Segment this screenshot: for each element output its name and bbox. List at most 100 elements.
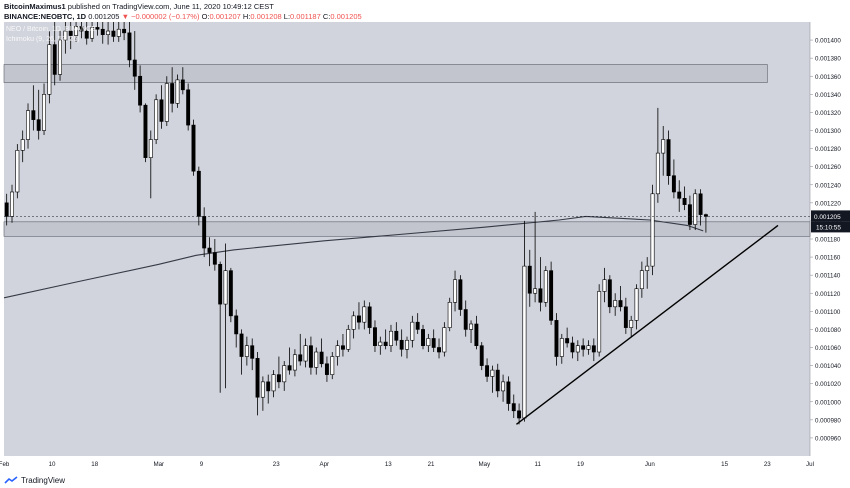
candle[interactable]: [538, 257, 543, 312]
candle[interactable]: [175, 74, 180, 108]
candle[interactable]: [244, 336, 249, 366]
candle[interactable]: [212, 239, 217, 271]
candle[interactable]: [340, 333, 345, 357]
candle[interactable]: [677, 180, 682, 212]
candle[interactable]: [575, 340, 580, 362]
candle[interactable]: [191, 119, 196, 176]
candle[interactable]: [511, 394, 516, 419]
candle[interactable]: [602, 267, 607, 303]
candle[interactable]: [47, 31, 52, 104]
footer-brand[interactable]: TradingView: [21, 476, 66, 485]
candle[interactable]: [196, 166, 201, 226]
ascending-trendline[interactable]: [516, 224, 779, 425]
candle[interactable]: [693, 189, 698, 230]
candle[interactable]: [143, 103, 148, 163]
time-axis[interactable]: Feb 10 18 Mar 9 23 Apr 13 21 May 11 19 Jun 15 23 Jul: [0, 461, 814, 468]
candle[interactable]: [68, 22, 73, 50]
candle[interactable]: [4, 193, 9, 226]
candle[interactable]: [79, 22, 84, 39]
candle[interactable]: [698, 189, 703, 226]
candle[interactable]: [527, 249, 532, 307]
candle[interactable]: [682, 186, 687, 211]
candle[interactable]: [357, 302, 361, 330]
candle[interactable]: [394, 322, 399, 346]
candle[interactable]: [116, 22, 121, 42]
candle[interactable]: [308, 336, 313, 375]
candle[interactable]: [570, 336, 575, 359]
candle[interactable]: [645, 257, 650, 289]
candle[interactable]: [180, 67, 185, 95]
zone-rect[interactable]: [3, 64, 768, 83]
candle[interactable]: [453, 270, 457, 312]
publisher-name[interactable]: BitcoinMaximus1: [4, 2, 66, 11]
candle[interactable]: [447, 297, 452, 332]
candle[interactable]: [42, 83, 46, 136]
candle[interactable]: [255, 352, 260, 416]
candle[interactable]: [543, 266, 548, 307]
candle[interactable]: [426, 333, 431, 353]
candle[interactable]: [95, 22, 100, 36]
candle[interactable]: [671, 159, 676, 199]
candle[interactable]: [501, 374, 506, 402]
candle[interactable]: [234, 309, 239, 348]
legend-symbol[interactable]: NEO / Bitcoin, 1D, BINANCE: [6, 26, 96, 33]
candle[interactable]: [106, 22, 111, 45]
candle[interactable]: [437, 338, 441, 359]
candle[interactable]: [533, 211, 538, 303]
candle[interactable]: [324, 356, 329, 382]
candle[interactable]: [639, 261, 644, 298]
candle[interactable]: [655, 107, 660, 203]
candle[interactable]: [159, 85, 164, 129]
candle[interactable]: [282, 361, 287, 391]
legend-indicator[interactable]: Ichimoku (9, 26, 52, 26): [6, 36, 80, 43]
candle[interactable]: [170, 67, 175, 113]
candle[interactable]: [474, 315, 479, 350]
candle[interactable]: [479, 342, 484, 371]
candle[interactable]: [26, 103, 30, 149]
candle[interactable]: [362, 300, 367, 330]
candle[interactable]: [661, 125, 666, 176]
candle[interactable]: [239, 329, 244, 375]
trendline-layer[interactable]: [516, 224, 779, 425]
candle[interactable]: [490, 365, 495, 393]
candle[interactable]: [415, 313, 420, 334]
candle[interactable]: [164, 76, 169, 126]
candle[interactable]: [271, 370, 276, 398]
candle[interactable]: [586, 340, 591, 355]
candle[interactable]: [298, 333, 303, 366]
candle[interactable]: [127, 22, 132, 68]
candle[interactable]: [383, 329, 388, 350]
candle[interactable]: [431, 329, 436, 353]
candle[interactable]: [111, 22, 116, 42]
candle[interactable]: [367, 302, 372, 334]
candle[interactable]: [469, 320, 474, 343]
candle[interactable]: [335, 340, 340, 366]
candle[interactable]: [84, 22, 89, 45]
candle[interactable]: [292, 349, 297, 377]
candle[interactable]: [597, 284, 602, 357]
candle[interactable]: [618, 286, 623, 312]
candle[interactable]: [287, 347, 292, 375]
candle[interactable]: [650, 184, 655, 276]
candle[interactable]: [207, 237, 212, 267]
candle[interactable]: [122, 22, 127, 41]
candle[interactable]: [228, 267, 233, 323]
candle[interactable]: [31, 85, 36, 131]
candle[interactable]: [276, 356, 281, 389]
candle[interactable]: [378, 336, 383, 355]
candle[interactable]: [399, 329, 404, 357]
moving-average-line[interactable]: [3, 215, 704, 299]
candle[interactable]: [20, 130, 25, 163]
candle[interactable]: [666, 130, 671, 185]
price-axis[interactable]: 0.001400 0.001380 0.001360 0.001340 0.001320…: [810, 38, 841, 443]
candle[interactable]: [303, 338, 308, 368]
candle[interactable]: [186, 83, 191, 131]
candle[interactable]: [458, 275, 463, 316]
candle[interactable]: [90, 22, 95, 42]
candle[interactable]: [634, 284, 639, 330]
candle[interactable]: [373, 320, 377, 353]
candle[interactable]: [591, 338, 596, 362]
candle[interactable]: [549, 261, 554, 325]
candle[interactable]: [559, 333, 564, 364]
